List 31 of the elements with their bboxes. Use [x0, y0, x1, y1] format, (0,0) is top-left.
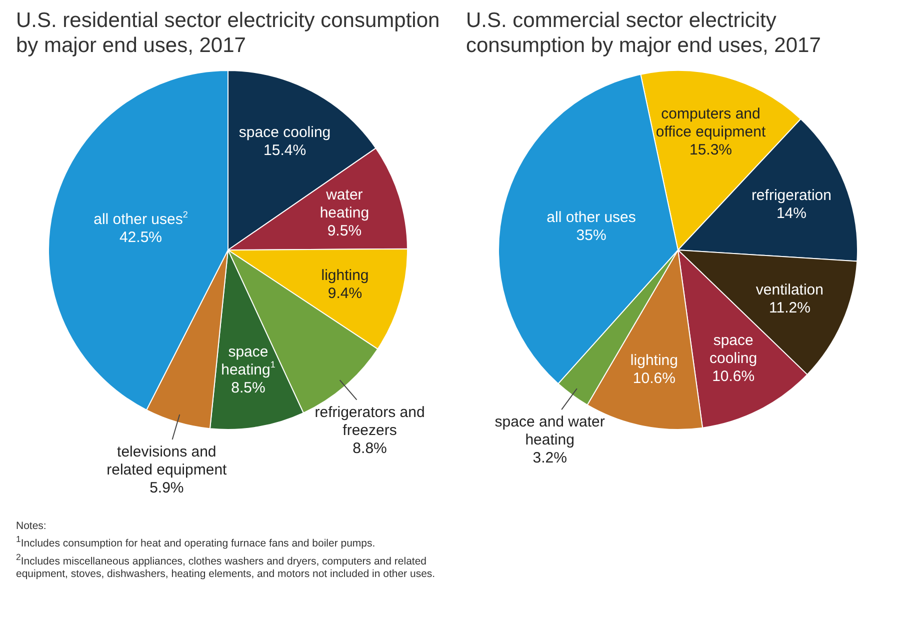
text: Notes: — [15, 520, 48, 533]
text: $^{2}$Includes miscellaneous appliances, clothes washers and dryers, computers and related equipment, stoves, dishwashers, heating elements, and motors not included in other uses. — [15, 550, 436, 581]
slice-label: space cooling — [238, 124, 331, 142]
slice-label: lighting — [321, 266, 369, 284]
data-label: 15.4% — [264, 142, 306, 160]
data-label: 9.4% — [328, 284, 362, 302]
data-label: 8.5% — [231, 380, 266, 397]
slice-label: refrigerators and freezers — [314, 404, 425, 439]
slice-label: computers and office equipment — [656, 106, 766, 141]
slice-label: refrigeration — [751, 187, 832, 204]
data-label: 42.5% — [119, 229, 162, 246]
data-label: 9.5% — [327, 222, 362, 240]
data-label: 35% — [576, 227, 606, 244]
data-label: 5.9% — [150, 480, 184, 497]
data-label: 10.6% — [712, 368, 755, 385]
data-label: 15.3% — [689, 142, 732, 159]
text: $^{1}$Includes consumption for heat and operating furnace fans and boiler pumps. — [15, 533, 376, 550]
data-label: 10.6% — [632, 370, 676, 387]
slice-label: lighting — [630, 352, 678, 369]
data-label: 14% — [776, 205, 806, 222]
slice-label: all other uses — [546, 209, 636, 226]
data-label: 8.8% — [352, 440, 387, 457]
slice-label: water heating — [320, 186, 370, 222]
slice-label: space and water heating — [494, 414, 605, 449]
chart-title: U.S. commercial sector electricity consumption by major end uses, 2017 — [465, 8, 822, 59]
slice-label: ventilation — [756, 281, 824, 298]
data-label: 3.2% — [532, 450, 567, 467]
slice-label: space cooling — [710, 332, 758, 367]
slice-label: televisions and related equipment — [106, 444, 228, 479]
data-label: 11.2% — [769, 299, 810, 316]
chart-title: U.S. residential sector electricity consumption by major end uses, 2017 — [15, 8, 441, 59]
